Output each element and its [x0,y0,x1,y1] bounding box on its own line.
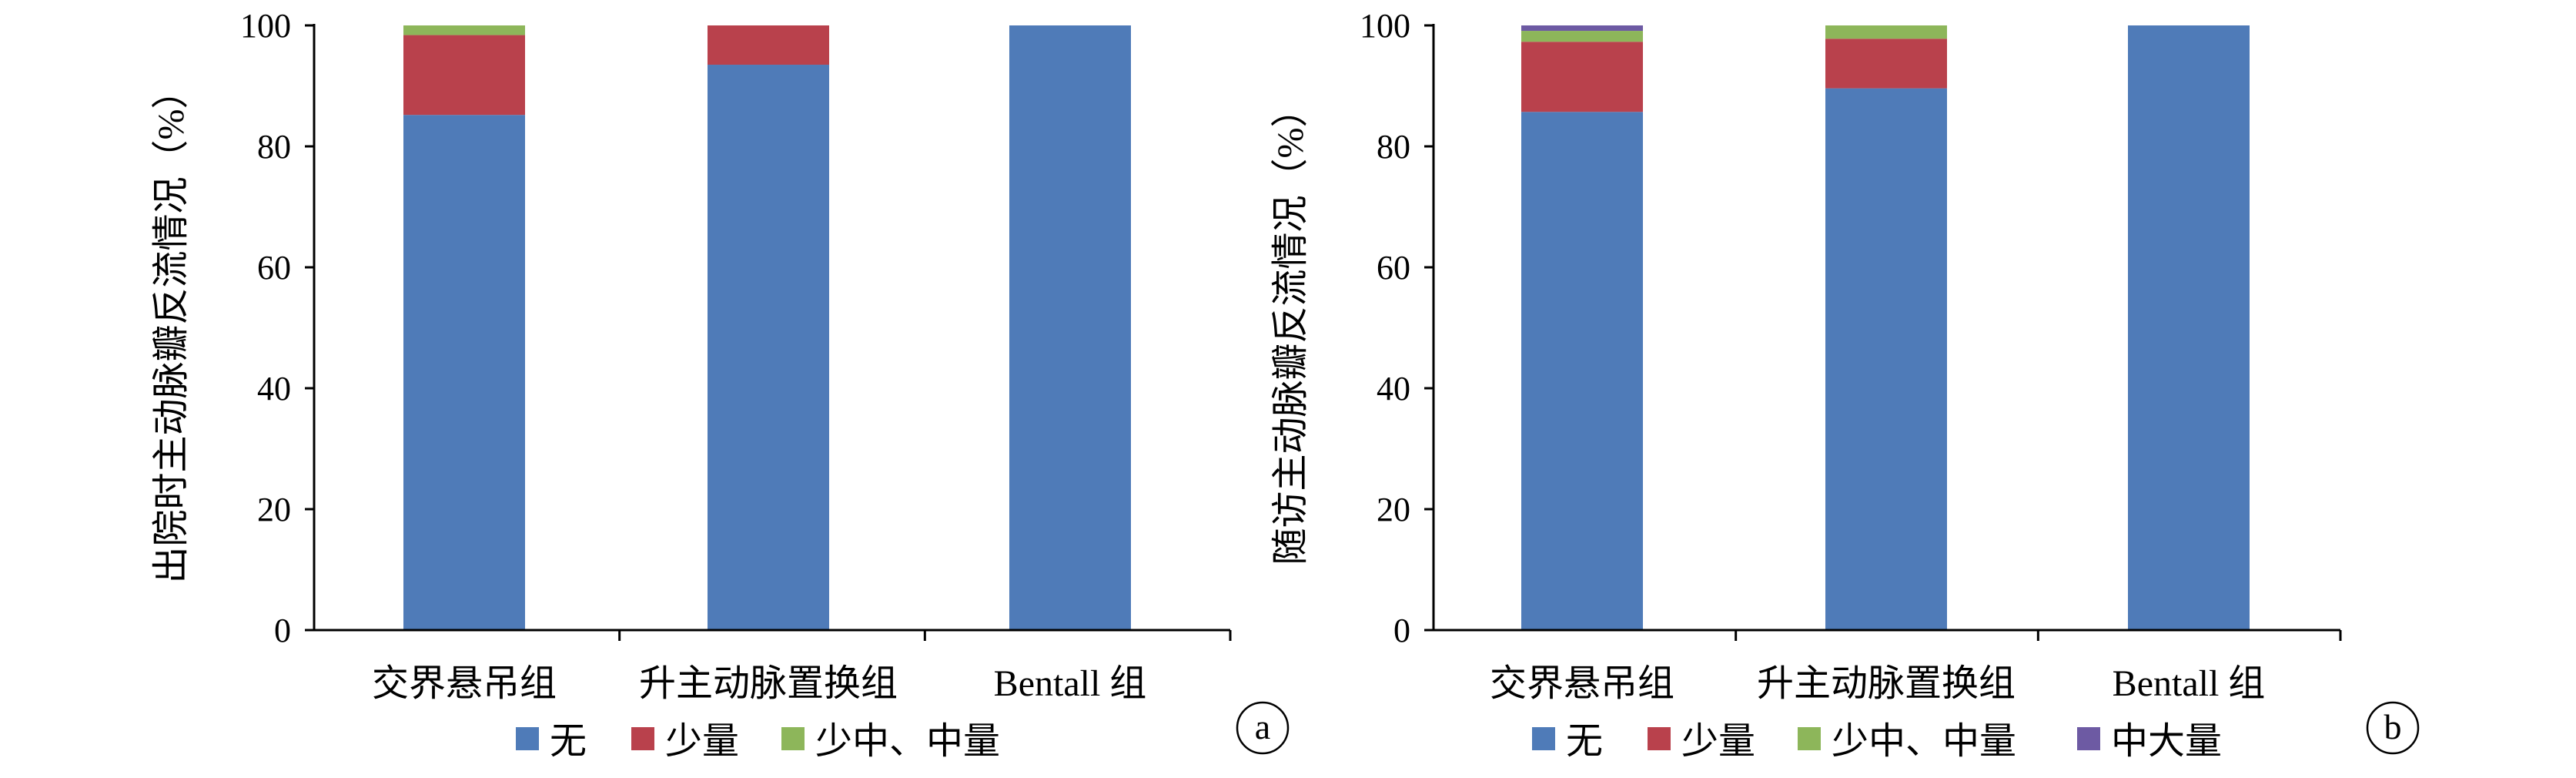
legend-swatch [516,727,539,750]
y-tick-label: 100 [1360,7,1410,45]
panel-label: a [1255,707,1270,746]
panel-label: b [2384,707,2402,746]
bar-segment [403,35,525,116]
bar-segment [403,25,525,35]
legend-label: 少中、中量 [1832,721,2016,762]
bar-segment [2128,25,2250,630]
panel-a: 0 20 40 60 80 100 交界悬吊组 升主动脉置换组 Bentall 组 出院时主动脉瓣… [151,7,1290,762]
legend-label: 无 [1566,721,1603,762]
y-tick-label: 20 [257,491,291,528]
legend-swatch [2077,727,2100,750]
bar-segment [1825,39,1947,89]
bar-segment [1009,25,1131,630]
x-category-label: 升主动脉置换组 [639,663,898,704]
y-tick-label: 80 [257,128,291,166]
legend-swatch [1532,727,1555,750]
panel-label-circle [1236,701,1290,755]
y-tick-label: 0 [1393,612,1410,649]
bar-segment [403,115,525,630]
legend-label: 无 [550,721,587,762]
legend-label: 中大量 [2111,721,2222,762]
y-axis-title: 随访主动脉瓣反流情况（%） [1270,91,1311,565]
legend-label: 少量 [665,721,739,762]
y-axis-title: 出院时主动脉瓣反流情况（%） [151,72,192,584]
legend-swatch [1798,727,1821,750]
legend-swatch [631,727,654,750]
legend-swatch [781,727,805,750]
x-category-label: Bentall 组 [994,663,1147,704]
bar-segment [708,65,829,630]
x-category-label: 交界悬吊组 [372,663,557,704]
y-tick-label: 80 [1377,128,1410,166]
y-tick-label: 40 [1377,370,1410,407]
bar-segment [1521,25,1643,32]
y-tick-label: 0 [274,612,291,649]
x-category-label: 交界悬吊组 [1490,663,1674,704]
x-category-label: 升主动脉置换组 [1757,663,2016,704]
panel-label-circle [2366,701,2420,755]
x-category-label: Bentall 组 [2113,663,2266,704]
y-tick-label: 40 [257,370,291,407]
bar-segment [1825,88,1947,630]
y-tick-label: 20 [1377,491,1410,528]
y-tick-label: 100 [240,7,291,45]
y-tick-label: 60 [1377,249,1410,287]
panel-b: 0 20 40 60 80 100 交界悬吊组 升主动脉置换组 Bentall 组 随访主动脉瓣反… [1270,7,2420,762]
bar-segment [1521,42,1643,112]
legend-swatch [1648,727,1671,750]
bar-segment [1521,31,1643,42]
bar-segment [1521,112,1643,630]
legend-label: 少中、中量 [815,721,1000,762]
y-tick-label: 60 [257,249,291,287]
bar-segment [708,25,829,65]
bar-segment [1825,25,1947,39]
legend-label: 少量 [1681,721,1755,762]
